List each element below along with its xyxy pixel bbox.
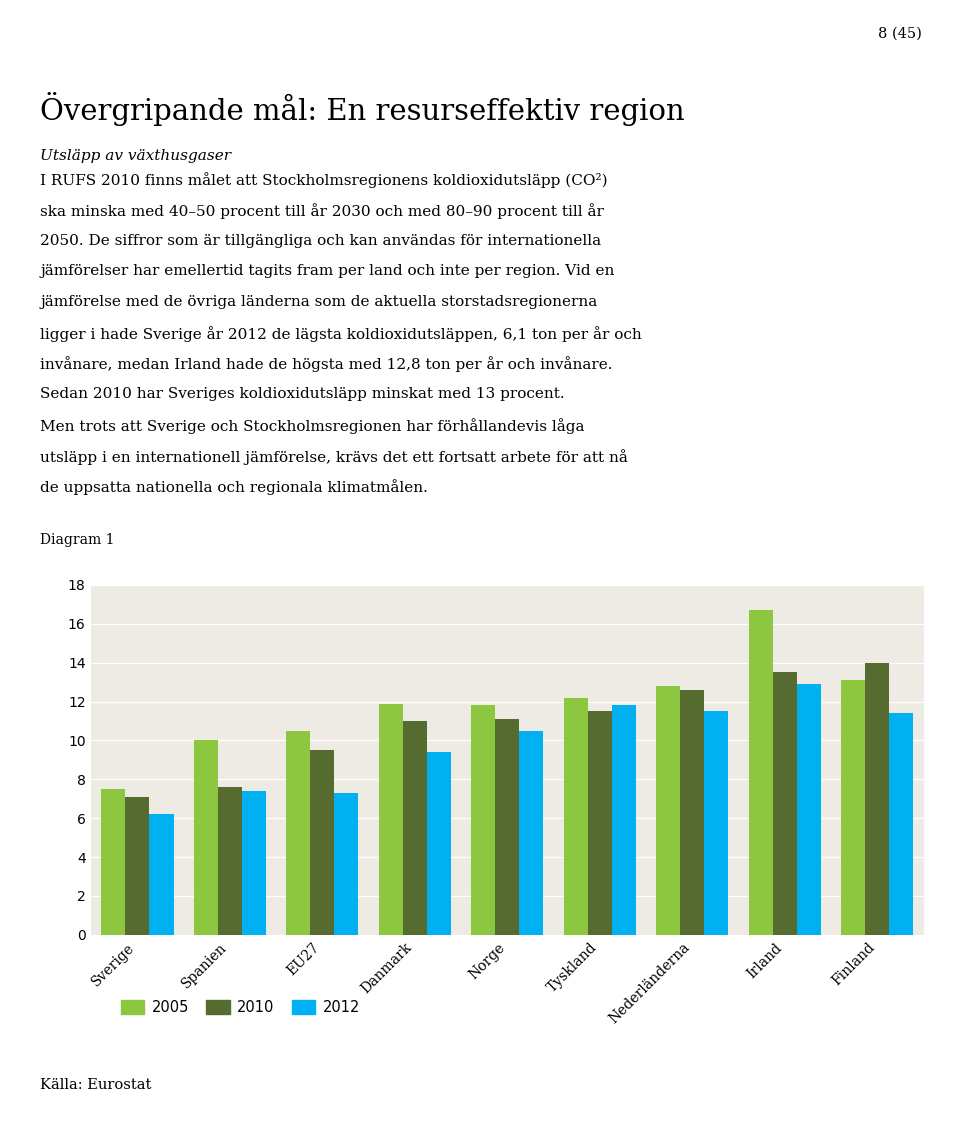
Bar (194, 741, 218, 935)
Text: Men trots att Sverige och Stockholmsregionen har förhållandevis låga: Men trots att Sverige och Stockholmsregi… (40, 418, 585, 434)
Bar (749, 610, 773, 935)
Text: 2050. De siffror som är tillgängliga och kan användas för internationella: 2050. De siffror som är tillgängliga och… (40, 234, 602, 248)
Text: utsläpp i en internationell jämförelse, krävs det ett fortsatt arbete för att nå: utsläpp i en internationell jämförelse, … (40, 448, 628, 465)
Text: jämförelse med de övriga länderna som de aktuella storstadsregionerna: jämförelse med de övriga länderna som de… (40, 295, 597, 309)
Bar (564, 697, 588, 935)
Text: Källa: Eurostat: Källa: Eurostat (40, 1078, 152, 1092)
Bar (242, 791, 266, 935)
Bar (150, 814, 174, 935)
Bar (797, 684, 821, 935)
Bar (286, 731, 310, 935)
Text: Utsläpp av växthusgaser: Utsläpp av växthusgaser (40, 149, 231, 163)
Bar (705, 711, 729, 935)
Legend: 2005, 2010, 2012: 2005, 2010, 2012 (115, 994, 366, 1021)
Bar (865, 663, 889, 935)
Bar (657, 686, 681, 935)
Bar (218, 787, 242, 935)
Bar (889, 713, 913, 935)
Bar (495, 719, 519, 935)
Bar (403, 721, 427, 935)
Bar (427, 752, 451, 935)
Text: Sedan 2010 har Sveriges koldioxidutsläpp minskat med 13 procent.: Sedan 2010 har Sveriges koldioxidutsläpp… (40, 388, 564, 401)
Bar (588, 711, 612, 935)
Bar (841, 680, 865, 935)
Bar (471, 705, 495, 935)
Bar (681, 690, 705, 935)
Text: 8 (45): 8 (45) (877, 26, 922, 40)
Text: Diagram 1: Diagram 1 (40, 533, 115, 547)
Text: I RUFS 2010 finns målet att Stockholmsregionens koldioxidutsläpp (CO²): I RUFS 2010 finns målet att Stockholmsre… (40, 172, 608, 188)
Bar (126, 797, 150, 935)
Bar (102, 789, 126, 935)
Text: Utsläpp av växthusgaser, ton CO²/inv: Utsläpp av växthusgaser, ton CO²/inv (51, 549, 369, 564)
Bar (310, 750, 334, 935)
Text: invånare, medan Irland hade de högsta med 12,8 ton per år och invånare.: invånare, medan Irland hade de högsta me… (40, 357, 612, 373)
Text: ska minska med 40–50 procent till år 2030 och med 80–90 procent till år: ska minska med 40–50 procent till år 203… (40, 203, 604, 219)
Text: Övergripande mål: En resurseffektiv region: Övergripande mål: En resurseffektiv regi… (40, 92, 684, 126)
Bar (612, 705, 636, 935)
Bar (773, 672, 797, 935)
Bar (519, 731, 543, 935)
Bar (334, 793, 358, 935)
Text: de uppsatta nationella och regionala klimatmålen.: de uppsatta nationella och regionala kli… (40, 479, 428, 496)
Bar (379, 703, 403, 935)
Text: jämförelser har emellertid tagits fram per land och inte per region. Vid en: jämförelser har emellertid tagits fram p… (40, 264, 614, 279)
Text: ligger i hade Sverige år 2012 de lägsta koldioxidutsläppen, 6,1 ton per år och: ligger i hade Sverige år 2012 de lägsta … (40, 326, 642, 342)
